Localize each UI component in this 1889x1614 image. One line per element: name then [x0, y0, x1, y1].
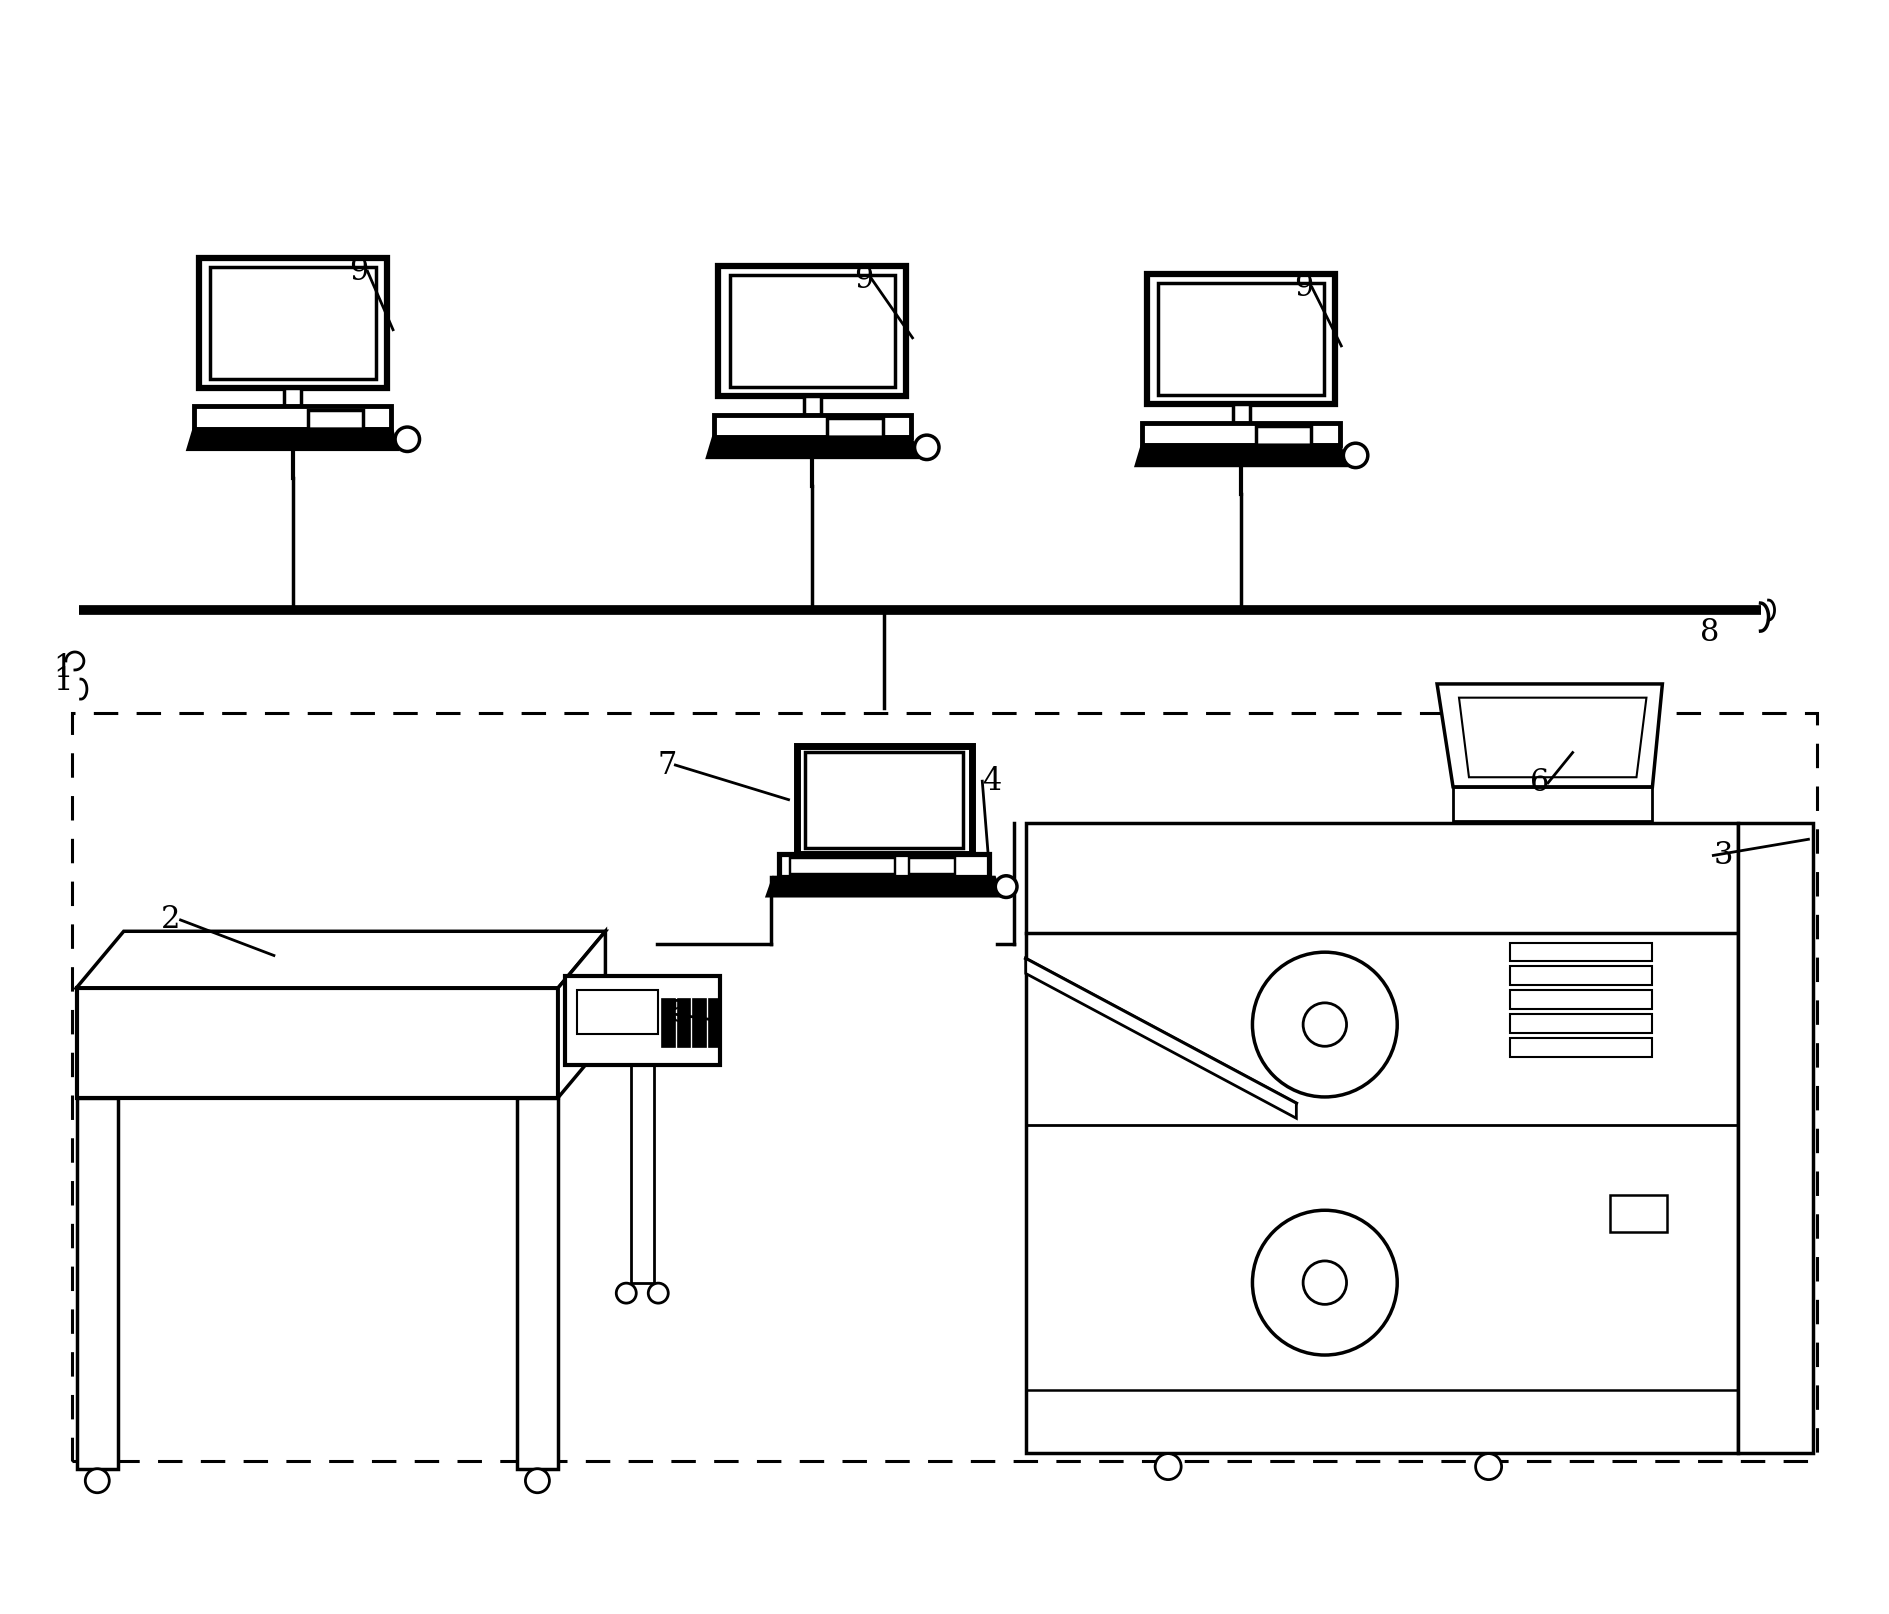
Bar	[1234, 405, 1249, 423]
Circle shape	[1303, 1002, 1347, 1046]
Text: 4: 4	[982, 765, 1001, 797]
Bar	[195, 407, 391, 429]
Polygon shape	[559, 931, 606, 1098]
Text: 5: 5	[671, 997, 689, 1030]
Circle shape	[1475, 1454, 1502, 1480]
Bar	[1453, 788, 1653, 822]
Circle shape	[914, 436, 939, 460]
Bar	[1509, 1038, 1653, 1057]
Bar	[308, 410, 363, 429]
Circle shape	[996, 876, 1016, 897]
Bar	[827, 418, 882, 437]
Circle shape	[525, 1469, 550, 1493]
Bar	[708, 999, 722, 1047]
Bar	[1143, 423, 1339, 445]
Circle shape	[1252, 952, 1398, 1098]
Text: 9: 9	[349, 255, 368, 287]
Polygon shape	[189, 429, 397, 449]
Bar	[578, 989, 657, 1035]
Circle shape	[616, 1283, 637, 1302]
Bar	[1509, 991, 1653, 1009]
Bar	[1509, 943, 1653, 962]
Circle shape	[85, 1469, 110, 1493]
Bar	[805, 397, 820, 415]
Bar	[1509, 1014, 1653, 1033]
Circle shape	[1343, 444, 1368, 468]
Polygon shape	[1458, 697, 1647, 778]
Text: 6: 6	[1530, 767, 1549, 799]
Bar	[198, 258, 387, 389]
Polygon shape	[1026, 959, 1296, 1119]
Bar	[1738, 823, 1813, 1453]
Bar	[805, 752, 963, 847]
Bar	[1509, 967, 1653, 986]
Bar	[1256, 426, 1311, 445]
Bar	[909, 859, 956, 873]
Bar	[718, 266, 907, 397]
Text: 2: 2	[161, 904, 179, 936]
Circle shape	[648, 1283, 669, 1302]
Text: 3: 3	[1713, 839, 1732, 872]
Bar	[790, 859, 895, 873]
Bar	[72, 713, 1817, 1461]
Bar	[797, 746, 971, 854]
Text: 8: 8	[1700, 617, 1719, 649]
Bar	[77, 988, 559, 1098]
Text: 1: 1	[53, 654, 72, 684]
Bar	[729, 276, 895, 387]
Bar	[210, 268, 376, 379]
Polygon shape	[767, 878, 1001, 896]
Bar	[1609, 1194, 1666, 1233]
Bar	[778, 854, 990, 878]
Polygon shape	[708, 437, 916, 457]
Bar	[714, 415, 910, 437]
Bar	[285, 389, 300, 407]
Polygon shape	[1438, 684, 1662, 788]
Circle shape	[1156, 1454, 1181, 1480]
Text: 7: 7	[657, 749, 676, 781]
Bar	[693, 999, 706, 1047]
Bar	[631, 1065, 654, 1283]
Circle shape	[1252, 1210, 1398, 1356]
Bar	[678, 999, 689, 1047]
Text: 1: 1	[53, 665, 72, 697]
Bar	[663, 999, 674, 1047]
Bar	[77, 1098, 119, 1469]
Bar	[1147, 274, 1336, 405]
Bar	[518, 1098, 559, 1469]
Circle shape	[395, 428, 419, 452]
Circle shape	[1303, 1261, 1347, 1304]
Bar	[1026, 823, 1738, 1453]
Polygon shape	[1137, 445, 1345, 465]
Text: 9: 9	[854, 263, 873, 295]
Bar	[1158, 284, 1324, 395]
Bar	[565, 976, 720, 1065]
Text: 9: 9	[1294, 271, 1313, 303]
Polygon shape	[77, 931, 606, 988]
